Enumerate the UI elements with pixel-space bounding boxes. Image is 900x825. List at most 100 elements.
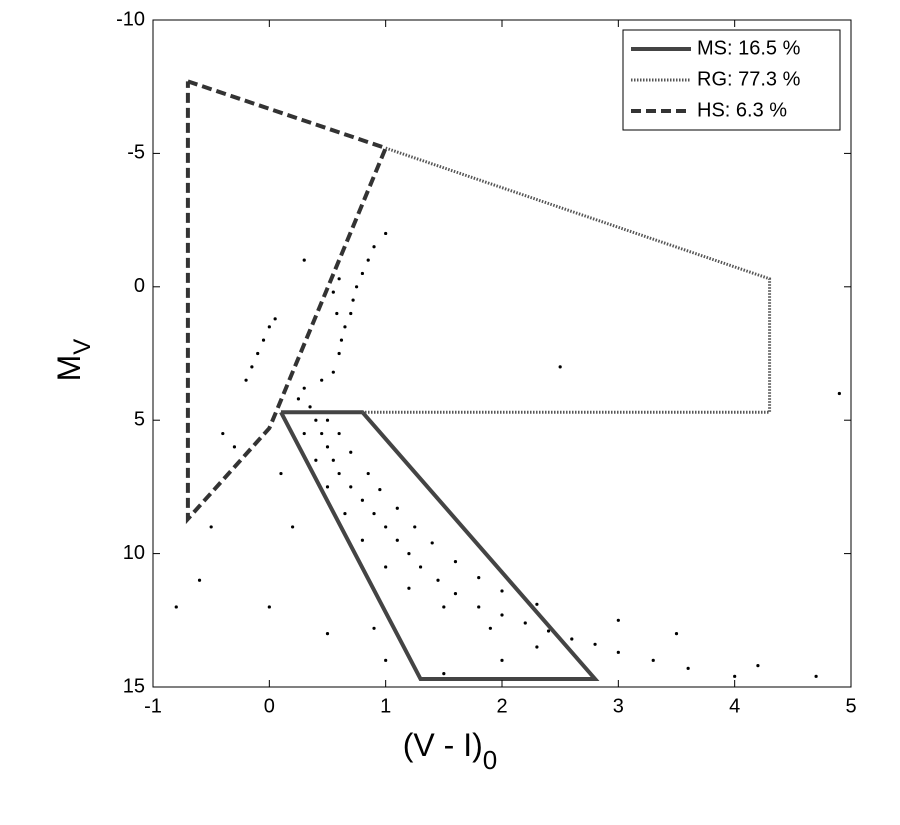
star-point — [354, 285, 359, 289]
star-point — [302, 386, 306, 390]
star-point — [674, 632, 679, 636]
legend-label: MS: 16.5 % — [697, 37, 801, 59]
star-point — [372, 511, 376, 516]
star-point — [197, 578, 202, 582]
legend-label: HS: 6.3 % — [697, 99, 787, 121]
star-point — [651, 658, 655, 662]
star-point — [395, 538, 399, 542]
star-point — [250, 365, 254, 369]
star-point — [209, 525, 213, 529]
star-point — [500, 658, 504, 662]
star-point — [296, 397, 301, 401]
star-point — [360, 538, 364, 542]
plot-area — [174, 79, 841, 681]
star-point — [442, 605, 446, 609]
star-point — [756, 664, 760, 668]
star-point — [339, 338, 344, 342]
star-point — [320, 378, 324, 382]
star-point — [477, 576, 481, 580]
y-tick-label: -10 — [116, 8, 145, 30]
star-point — [535, 602, 539, 606]
star-point — [384, 658, 388, 662]
star-point — [308, 405, 312, 409]
star-point — [558, 365, 562, 369]
star-point — [267, 605, 271, 609]
star-point — [325, 418, 330, 422]
star-point — [546, 629, 551, 633]
star-point — [418, 565, 423, 569]
star-point — [325, 632, 330, 636]
star-point — [267, 325, 271, 329]
star-point — [814, 674, 818, 678]
star-point — [395, 506, 399, 510]
star-point — [733, 674, 737, 678]
x-label-sub: 0 — [483, 745, 497, 775]
star-point — [261, 338, 266, 342]
x-tick-label: -1 — [144, 695, 162, 717]
star-point — [302, 258, 306, 262]
star-point — [337, 471, 341, 476]
star-point — [337, 431, 341, 436]
region-outline — [362, 146, 772, 414]
star-point — [453, 592, 458, 596]
star-point — [244, 378, 248, 382]
star-point — [320, 431, 324, 436]
star-point — [314, 418, 318, 422]
y-tick-label: 0 — [134, 275, 145, 297]
star-point — [366, 471, 370, 476]
star-point — [593, 642, 597, 646]
star-point — [384, 231, 388, 236]
star-point — [535, 645, 539, 649]
x-tick-label: 0 — [264, 695, 275, 717]
star-point — [686, 666, 690, 670]
star-point — [174, 605, 178, 609]
x-tick-label: 4 — [729, 695, 740, 717]
star-point — [616, 618, 620, 622]
y-tick-label: 15 — [123, 675, 145, 697]
star-point — [500, 613, 504, 617]
star-point — [570, 637, 574, 641]
y-tick-label: 5 — [134, 408, 145, 430]
y-label-main: M — [51, 355, 87, 382]
star-point — [436, 578, 440, 582]
star-point — [343, 325, 347, 329]
x-tick-label: 1 — [380, 695, 391, 717]
star-point — [360, 498, 364, 502]
y-tick-label: -5 — [127, 142, 145, 164]
star-point — [384, 565, 388, 569]
star-point — [232, 445, 237, 449]
star-point — [616, 650, 620, 654]
star-point — [837, 391, 841, 396]
x-axis-label: (V - I)0 — [403, 727, 497, 774]
star-point — [256, 351, 260, 356]
star-point — [335, 311, 339, 316]
star-point — [523, 621, 527, 625]
star-point — [378, 487, 382, 492]
star-point — [351, 298, 355, 302]
x-tick-label: 3 — [613, 695, 624, 717]
star-point — [279, 471, 283, 476]
star-point — [273, 317, 277, 321]
region-outline — [279, 410, 600, 681]
star-point — [325, 445, 330, 449]
x-label-main: (V - I) — [403, 727, 483, 763]
star-point — [407, 552, 411, 556]
star-point — [349, 485, 353, 489]
star-point — [477, 605, 481, 609]
star-point — [407, 586, 411, 590]
star-point — [442, 672, 446, 676]
star-point — [331, 370, 335, 374]
star-point — [349, 311, 353, 316]
legend-label: RG: 77.3 % — [697, 68, 801, 90]
y-axis-label: MV — [51, 339, 96, 382]
star-point — [453, 560, 458, 564]
star-point — [413, 525, 417, 529]
star-point — [349, 450, 353, 454]
y-label-sub: V — [69, 339, 96, 355]
star-point — [360, 271, 364, 276]
star-point — [500, 589, 504, 593]
y-tick-label: 10 — [123, 542, 145, 564]
region-outline — [185, 79, 389, 525]
star-point — [488, 626, 492, 630]
star-point — [331, 290, 335, 294]
